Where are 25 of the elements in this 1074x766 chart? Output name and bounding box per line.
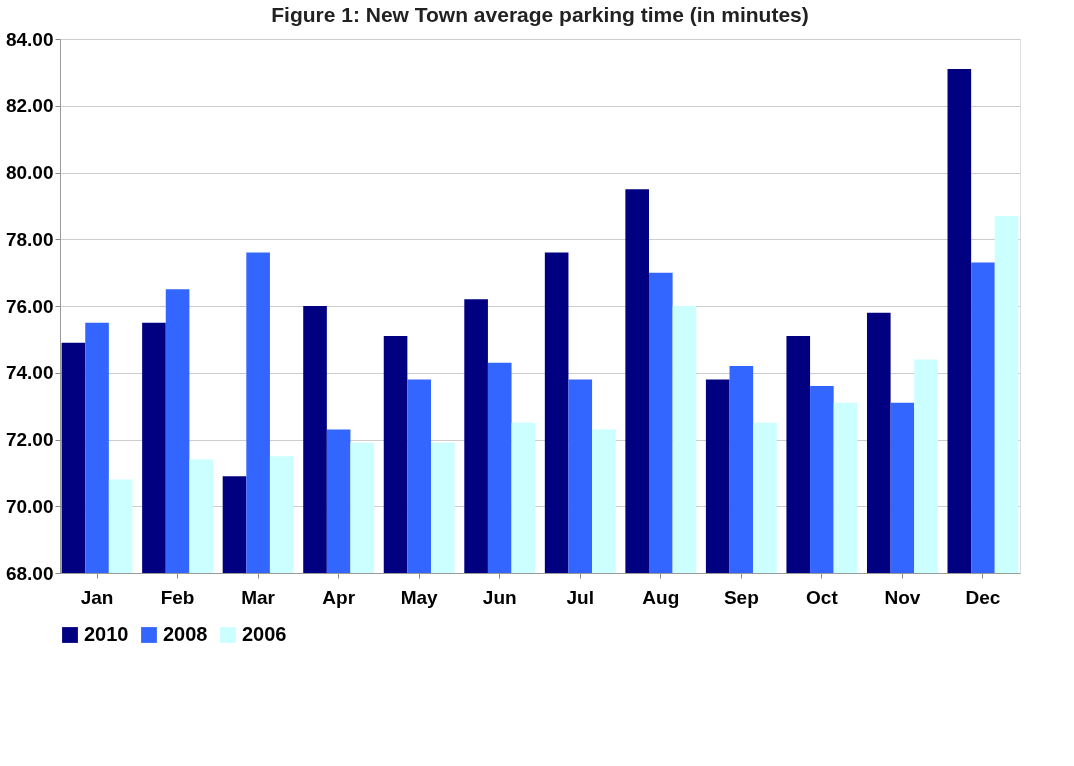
x-tick-label: May: [400, 586, 439, 608]
y-tick-label: 74.00: [5, 362, 54, 384]
x-tick-label: Aug: [642, 586, 680, 608]
chart-title: Figure 1: New Town average parking time (in minutes): [271, 3, 809, 26]
y-tick-label: 70.00: [5, 495, 54, 517]
legend-label: 2006: [242, 623, 287, 645]
y-tick-label: 72.00: [5, 429, 54, 450]
y-tick-label: 78.00: [5, 228, 54, 250]
x-tick-label: Mar: [241, 586, 276, 608]
x-tick-label: Sep: [723, 586, 759, 608]
x-tick-label: Apr: [322, 586, 356, 608]
x-tick-label: Dec: [965, 586, 1001, 608]
x-tick-label: Jun: [482, 586, 517, 608]
x-tick-label: Nov: [884, 586, 921, 608]
legend-label: 2008: [163, 623, 208, 645]
y-tick-label: 82.00: [5, 95, 54, 117]
y-tick-label: 80.00: [5, 162, 54, 183]
legend-label: 2010: [84, 623, 129, 645]
x-tick-label: Jul: [566, 586, 594, 608]
x-tick-label: Feb: [160, 586, 195, 608]
y-tick-label: 76.00: [5, 295, 54, 317]
y-tick-label: 68.00: [5, 562, 54, 584]
y-tick-label: 84.00: [5, 28, 54, 50]
x-tick-label: Oct: [806, 586, 839, 608]
x-tick-label: Jan: [80, 586, 114, 608]
